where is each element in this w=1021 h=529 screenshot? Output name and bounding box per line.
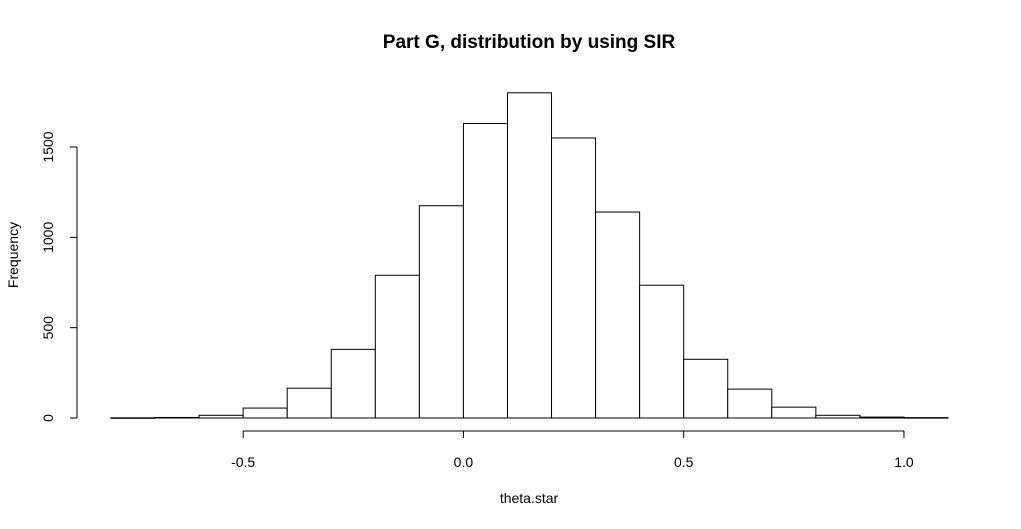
histogram-bar bbox=[595, 211, 641, 419]
histogram-bar bbox=[242, 407, 288, 419]
bars-group bbox=[110, 92, 949, 419]
histogram-bar bbox=[110, 417, 156, 419]
histogram-bar bbox=[551, 137, 597, 419]
x-tick-label: -0.5 bbox=[231, 454, 255, 470]
x-axis-label: theta.star bbox=[500, 490, 559, 506]
x-tick-label: 0.5 bbox=[674, 454, 694, 470]
histogram-bar bbox=[418, 205, 464, 419]
histogram-bar bbox=[286, 387, 332, 419]
histogram-bar bbox=[462, 123, 508, 419]
x-axis: -0.5 0.0 0.5 1.0 bbox=[231, 430, 914, 470]
y-tick-label: 0 bbox=[40, 414, 56, 422]
y-axis-label: Frequency bbox=[5, 222, 21, 288]
histogram-bar bbox=[374, 274, 420, 419]
chart-title: Part G, distribution by using SIR bbox=[383, 32, 676, 53]
histogram-bar bbox=[330, 348, 376, 419]
y-tick-label: 1000 bbox=[40, 222, 56, 253]
y-tick-label: 1500 bbox=[40, 131, 56, 162]
histogram-bar bbox=[154, 416, 200, 419]
y-axis: 0 500 1000 1500 bbox=[40, 131, 78, 422]
histogram-bar bbox=[815, 414, 861, 419]
histogram-bar bbox=[727, 388, 773, 419]
x-tick-label: 0.0 bbox=[454, 454, 474, 470]
histogram-bar bbox=[683, 358, 729, 419]
x-tick-label: 1.0 bbox=[894, 454, 914, 470]
histogram-bar bbox=[639, 284, 685, 419]
histogram-bar bbox=[506, 92, 553, 419]
y-tick-label: 500 bbox=[40, 316, 56, 340]
histogram-bar bbox=[198, 414, 244, 419]
histogram-bar bbox=[903, 417, 949, 419]
histogram-bar bbox=[771, 406, 817, 419]
histogram-bar bbox=[859, 416, 905, 419]
